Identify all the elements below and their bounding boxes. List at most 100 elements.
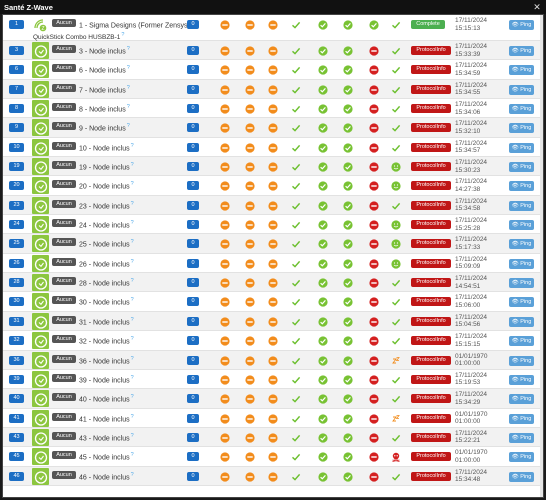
node-id-badge[interactable]: 31 (9, 316, 24, 326)
help-icon[interactable]: ? (126, 123, 130, 130)
help-icon[interactable]: ? (130, 355, 134, 362)
node-name[interactable]: 8 - Node inclus? (79, 103, 130, 114)
help-icon[interactable]: ? (126, 84, 130, 91)
ping-button[interactable]: 👁 Ping (509, 239, 534, 250)
node-name[interactable]: 36 - Node inclus? (79, 355, 134, 366)
node-id-badge[interactable]: 28 (9, 278, 24, 288)
help-icon[interactable]: ? (130, 200, 134, 207)
node-name[interactable]: 3 - Node inclus? (79, 45, 130, 56)
node-name[interactable]: 25 - Node inclus? (79, 238, 134, 249)
ping-button[interactable]: 👁 Ping (509, 374, 534, 385)
stop-red-icon (369, 46, 379, 56)
help-icon[interactable]: ? (130, 432, 134, 439)
ping-button[interactable]: 👁 Ping (509, 432, 534, 443)
ping-button[interactable]: 👁 Ping (509, 142, 534, 153)
ping-button[interactable]: 👁 Ping (509, 355, 534, 366)
help-icon[interactable]: ? (130, 471, 134, 478)
node-id-badge[interactable]: 25 (9, 239, 24, 249)
node-id-badge[interactable]: 1 (9, 20, 24, 29)
ping-button[interactable]: 👁 Ping (509, 316, 534, 327)
node-name[interactable]: 23 - Node inclus? (79, 200, 134, 211)
ping-button[interactable]: 👁 Ping (509, 452, 534, 463)
node-name[interactable]: 20 - Node inclus? (79, 180, 134, 191)
node-id-badge[interactable]: 45 (9, 452, 24, 462)
ping-button[interactable]: 👁 Ping (509, 336, 534, 347)
node-name[interactable]: 32 - Node inclus? (79, 335, 134, 346)
node-id-badge[interactable]: 3 (9, 46, 24, 55)
help-icon[interactable]: ? (126, 46, 130, 52)
node-name[interactable]: 1 - Sigma Designs (Former Zensys)? (79, 19, 194, 30)
help-icon[interactable]: ? (130, 394, 134, 401)
help-icon[interactable]: ? (130, 181, 134, 188)
node-name[interactable]: 10 - Node inclus? (79, 142, 134, 153)
help-icon[interactable]: ? (121, 32, 125, 38)
close-icon[interactable]: ✕ (533, 2, 541, 12)
node-name[interactable]: 41 - Node inclus? (79, 413, 134, 424)
help-icon[interactable]: ? (130, 374, 134, 381)
ping-button[interactable]: 👁 Ping (509, 84, 534, 95)
node-id-badge[interactable]: 26 (9, 258, 24, 268)
ping-button[interactable]: 👁 Ping (509, 123, 534, 134)
help-icon[interactable]: ? (130, 336, 134, 343)
node-id-badge[interactable]: 9 (9, 123, 24, 133)
ping-button[interactable]: 👁 Ping (509, 46, 534, 56)
scrollbar[interactable] (540, 15, 543, 497)
ping-button[interactable]: 👁 Ping (509, 200, 534, 211)
node-id-badge[interactable]: 6 (9, 65, 24, 75)
help-icon[interactable]: ? (130, 162, 134, 169)
ping-button[interactable]: 👁 Ping (509, 181, 534, 192)
ping-button[interactable]: 👁 Ping (509, 394, 534, 405)
node-name[interactable]: 46 - Node inclus? (79, 471, 134, 482)
ping-button[interactable]: 👁 Ping (509, 258, 534, 269)
node-id-badge[interactable]: 36 (9, 355, 24, 365)
node-name[interactable]: 39 - Node inclus? (79, 374, 134, 385)
node-id-badge[interactable]: 23 (9, 200, 24, 210)
node-name[interactable]: 30 - Node inclus? (79, 296, 134, 307)
help-icon[interactable]: ? (130, 239, 134, 246)
ping-button[interactable]: 👁 Ping (509, 20, 534, 30)
node-name[interactable]: 6 - Node inclus? (79, 64, 130, 75)
node-name[interactable]: 28 - Node inclus? (79, 277, 134, 288)
help-icon[interactable]: ? (130, 278, 134, 285)
node-name[interactable]: 7 - Node inclus? (79, 84, 130, 95)
help-icon[interactable]: ? (130, 142, 134, 149)
ping-button[interactable]: 👁 Ping (509, 65, 534, 76)
node-name[interactable]: 19 - Node inclus? (79, 161, 134, 172)
node-id-badge[interactable]: 46 (9, 471, 24, 481)
node-id-badge[interactable]: 30 (9, 297, 24, 307)
node-name[interactable]: 43 - Node inclus? (79, 432, 134, 443)
ping-button[interactable]: 👁 Ping (509, 278, 534, 289)
node-id-badge[interactable]: 41 (9, 413, 24, 423)
node-id-badge[interactable]: 43 (9, 432, 24, 442)
node-name[interactable]: 45 - Node inclus? (79, 451, 134, 462)
ping-button[interactable]: 👁 Ping (509, 104, 534, 115)
help-icon[interactable]: ? (130, 258, 134, 265)
help-icon[interactable]: ? (130, 316, 134, 323)
ping-button[interactable]: 👁 Ping (509, 413, 534, 424)
help-icon[interactable]: ? (130, 297, 134, 304)
node-id-badge[interactable]: 20 (9, 181, 24, 191)
help-icon[interactable]: ? (126, 65, 130, 72)
node-id-badge[interactable]: 40 (9, 394, 24, 404)
ping-button[interactable]: 👁 Ping (509, 220, 534, 231)
minus-orange-icon (268, 433, 278, 443)
ping-button[interactable]: 👁 Ping (509, 297, 534, 308)
help-icon[interactable]: ? (130, 220, 134, 227)
help-icon[interactable]: ? (130, 413, 134, 420)
node-id-badge[interactable]: 7 (9, 84, 24, 94)
node-id-badge[interactable]: 8 (9, 104, 24, 114)
node-name[interactable]: 40 - Node inclus? (79, 393, 134, 404)
node-id-badge[interactable]: 32 (9, 336, 24, 346)
node-name[interactable]: 31 - Node inclus? (79, 316, 134, 327)
help-icon[interactable]: ? (126, 104, 130, 111)
node-name[interactable]: 24 - Node inclus? (79, 219, 134, 230)
node-id-badge[interactable]: 10 (9, 142, 24, 152)
node-name[interactable]: 9 - Node inclus? (79, 122, 130, 133)
node-id-badge[interactable]: 19 (9, 162, 24, 172)
node-id-badge[interactable]: 39 (9, 374, 24, 384)
ping-button[interactable]: 👁 Ping (509, 162, 534, 173)
help-icon[interactable]: ? (130, 452, 134, 459)
node-name[interactable]: 26 - Node inclus? (79, 258, 134, 269)
node-id-badge[interactable]: 24 (9, 220, 24, 230)
ping-button[interactable]: 👁 Ping (509, 471, 534, 482)
